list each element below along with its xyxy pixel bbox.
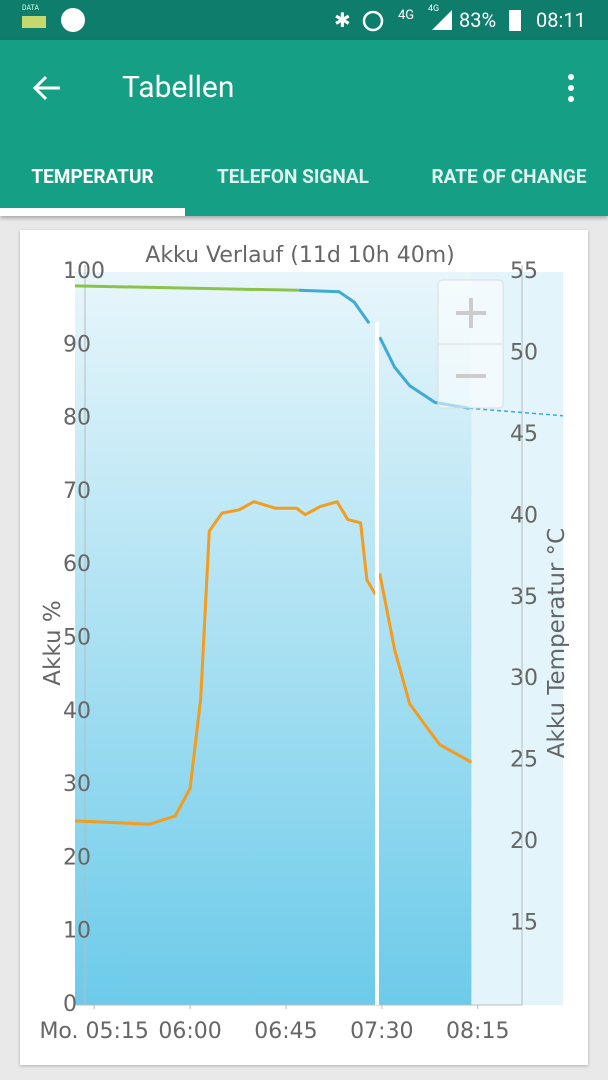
app-bar-icons [32, 74, 574, 102]
y2-tick-label: 35 [510, 585, 538, 610]
y2-tick-label: 25 [510, 748, 538, 773]
call-icon [61, 8, 85, 32]
data-line [74, 500, 473, 826]
y-tick-label: 20 [63, 845, 91, 870]
network: 4G [428, 4, 440, 14]
y2-tick-label: 45 [510, 422, 538, 447]
y-tick-label: 70 [63, 479, 91, 504]
battery-icon [509, 10, 521, 31]
y-tick-label: 50 [63, 626, 91, 651]
data-line [74, 284, 299, 292]
data-label: DATA [22, 4, 40, 12]
y2-tick-label: 20 [510, 829, 538, 854]
y-tick-label: 80 [63, 406, 91, 431]
back-button[interactable] [32, 75, 60, 101]
tab-indicator [0, 208, 185, 216]
y-tick-label: 30 [63, 772, 91, 797]
battery-level: 83% [459, 8, 497, 32]
y-tick-label: 0 [63, 992, 77, 1017]
bluetooth: ✱ [334, 8, 351, 32]
status-icons [22, 8, 521, 32]
x-tick-label: Mo. 05:15 [39, 1019, 148, 1044]
y2-tick-label: 55 [510, 259, 538, 284]
tab[interactable]: RATE OF CHANGE [431, 165, 587, 188]
y-tick-label: 60 [63, 552, 91, 577]
data-line [469, 407, 564, 417]
history-area [75, 272, 472, 1005]
chart: 0 10 20 30 40 50 60 70 80 90 100 15 20 25 30 35 40 45 50 55… [39, 243, 570, 1044]
x-tick-label: 07:30 [350, 1019, 413, 1044]
tab[interactable]: TEMPERATUR [31, 165, 154, 188]
y2-tick-label: 40 [510, 503, 538, 528]
clock: 08:11 [536, 8, 586, 32]
y-tick-label: 40 [63, 699, 91, 724]
signal-icon [432, 10, 452, 30]
menu-button[interactable] [568, 74, 574, 102]
x-tick-label: 06:00 [158, 1019, 221, 1044]
y-axis-label: Akku % [40, 600, 66, 685]
tab[interactable]: TELEFON SIGNAL [217, 165, 369, 188]
x-tick-label: 08:15 [446, 1019, 509, 1044]
network: 4G [398, 8, 415, 23]
y2-axis-label: Akku Temperatur °C [544, 528, 570, 758]
app-title: Tabellen [122, 70, 235, 105]
y-tick-label: 100 [63, 259, 105, 284]
plot-background [75, 265, 563, 1006]
zoom-controls [437, 279, 504, 409]
y-tick-label: 10 [63, 919, 91, 944]
status-bar: DATA ✱ 4G 4G 83% 08:11 [0, 0, 608, 40]
y2-tick-label: 30 [510, 666, 538, 691]
app-bar: Tabellen TEMPERATUR TELEFON SIGNAL RATE … [0, 40, 608, 216]
y2-tick-label: 15 [510, 911, 538, 936]
zoom-in[interactable] [456, 298, 486, 328]
chart-title: Akku Verlauf (11d 10h 40m) [145, 243, 454, 268]
y2-tick-label: 50 [510, 340, 538, 365]
data-icon [22, 16, 46, 28]
alarm-icon [362, 10, 384, 32]
x-tick-label: 06:45 [254, 1019, 317, 1044]
y-tick-label: 90 [63, 332, 91, 357]
chart-card: 0 10 20 30 40 50 60 70 80 90 100 15 20 25 30 35 40 45 50 55… [20, 230, 588, 1065]
